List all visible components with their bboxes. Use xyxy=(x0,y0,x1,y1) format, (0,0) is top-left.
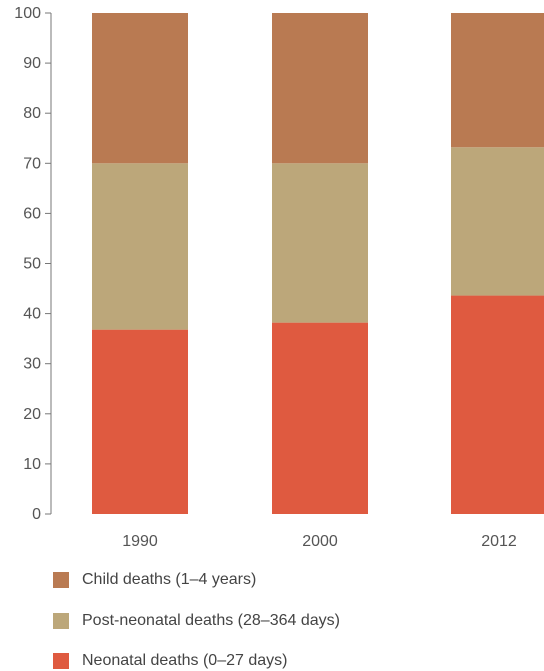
bar-1990-child xyxy=(92,13,188,164)
bar-2012-child xyxy=(451,13,544,148)
legend-label-child-deaths: Child deaths (1–4 years) xyxy=(82,571,257,588)
y-tick-label-60: 60 xyxy=(23,205,41,222)
y-tick-label-40: 40 xyxy=(23,306,41,323)
stacked-bar-chart: 0 10 20 30 40 50 60 70 80 90 100 1990 2000 2012 xyxy=(14,5,544,550)
legend-swatch-child-deaths xyxy=(53,572,69,588)
y-tick-label-90: 90 xyxy=(23,55,41,72)
y-tick-label-70: 70 xyxy=(23,155,41,172)
y-tick-label-30: 30 xyxy=(23,356,41,373)
bar-2000-post-neonatal xyxy=(272,163,368,323)
legend-swatch-post-neonatal-deaths xyxy=(53,613,69,629)
y-tick-label-100: 100 xyxy=(14,5,41,22)
legend-label-neonatal-deaths: Neonatal deaths (0–27 days) xyxy=(82,652,288,669)
y-tick-label-10: 10 xyxy=(23,456,41,473)
legend-item-post-neonatal-deaths: Post-neonatal deaths (28–364 days) xyxy=(53,611,340,631)
x-tick-label-2012: 2012 xyxy=(481,533,517,550)
legend-label-post-neonatal-deaths: Post-neonatal deaths (28–364 days) xyxy=(82,612,340,629)
legend-item-neonatal-deaths: Neonatal deaths (0–27 days) xyxy=(53,651,287,671)
bar-2012-post-neonatal xyxy=(451,147,544,296)
bar-1990-neonatal xyxy=(92,329,188,514)
legend-item-child-deaths: Child deaths (1–4 years) xyxy=(53,570,256,590)
y-tick-label-0: 0 xyxy=(32,506,41,523)
y-tick-label-50: 50 xyxy=(23,256,41,273)
y-tick-label-20: 20 xyxy=(23,406,41,423)
bar-2000-neonatal xyxy=(272,322,368,514)
bar-2000-child xyxy=(272,13,368,164)
legend-swatch-neonatal-deaths xyxy=(53,653,69,669)
bar-1990-post-neonatal xyxy=(92,163,188,330)
x-tick-label-1990: 1990 xyxy=(122,533,158,550)
y-tick-label-80: 80 xyxy=(23,105,41,122)
bar-2012-neonatal xyxy=(451,295,544,514)
x-tick-label-2000: 2000 xyxy=(302,533,338,550)
